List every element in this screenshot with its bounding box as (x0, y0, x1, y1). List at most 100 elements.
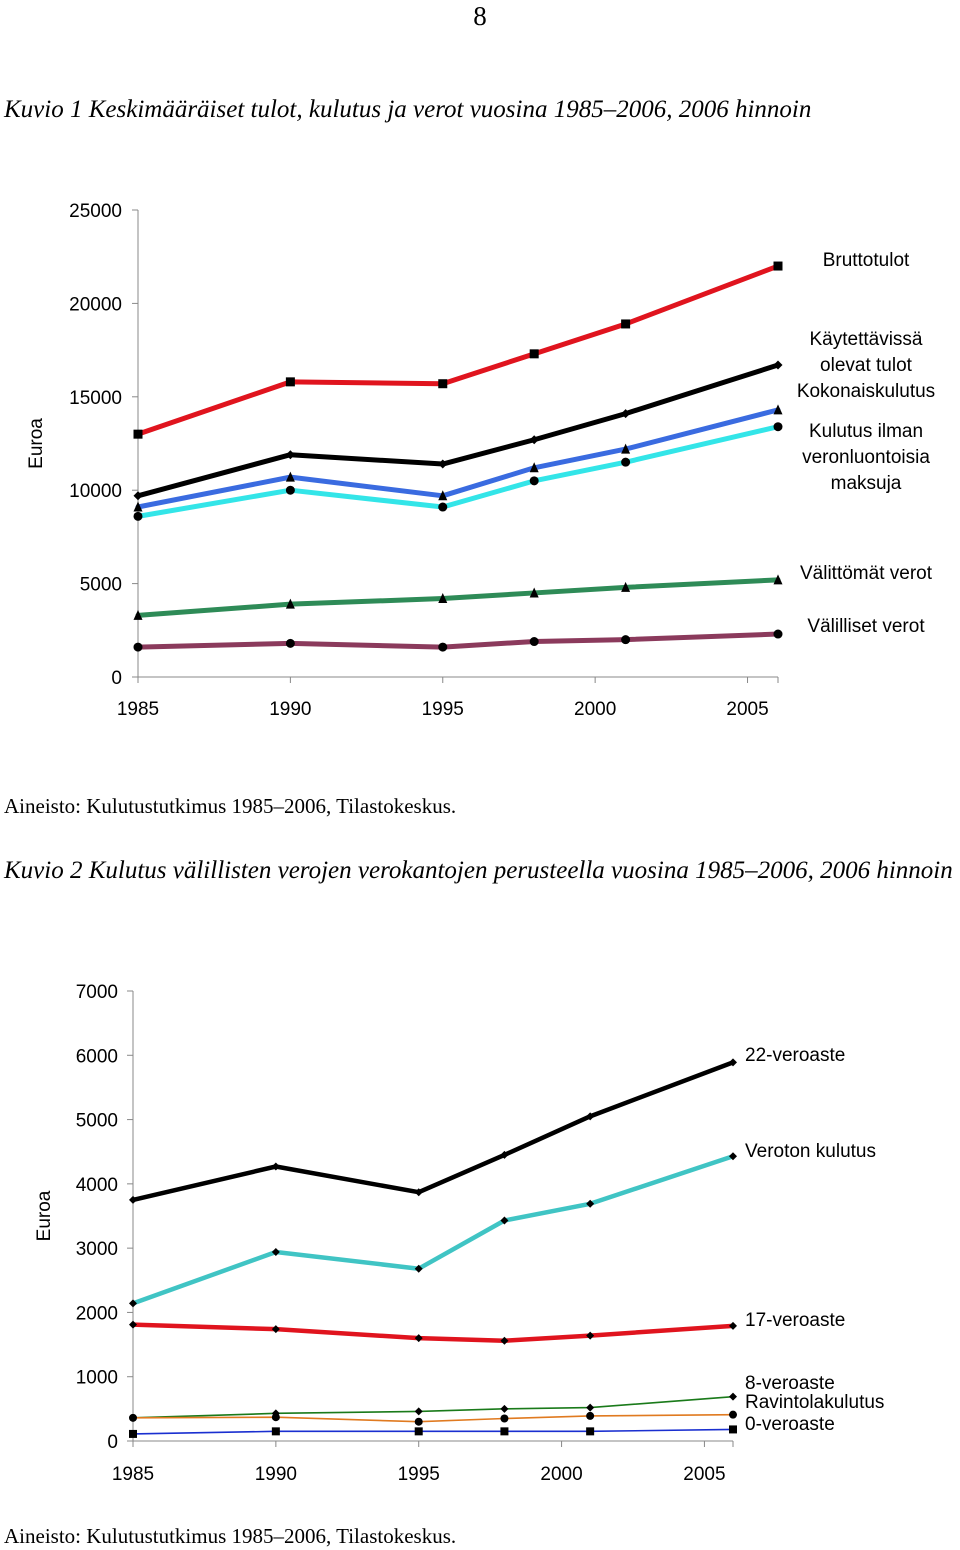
series-line-kaytettavissa-olevat-tulot (135, 362, 781, 499)
y-tick-label: 25000 (69, 201, 122, 222)
data-point-valilliset-verot (529, 637, 539, 647)
data-point-22-veroaste (500, 1150, 509, 1159)
x-tick-label: 1985 (117, 699, 159, 720)
series-label-bruttotulot: Bruttotulot (823, 250, 910, 271)
data-point-bruttotulot (529, 349, 539, 359)
data-point-valittomat-verot (285, 598, 295, 609)
data-point-17-veroaste (500, 1336, 509, 1345)
series-line-0-veroaste (132, 1428, 734, 1435)
data-point-ravintolakulutus (729, 1410, 737, 1419)
x-tick-label: 1995 (422, 699, 464, 720)
series-kaytettavissa-olevat-tulot (133, 360, 783, 501)
data-point-valilliset-verot (773, 629, 783, 639)
data-point-valilliset-verot (621, 635, 631, 645)
series-veroton-kulutus (129, 1152, 737, 1308)
series-ravintolakulutus (129, 1410, 737, 1426)
y-tick-label: 4000 (76, 1175, 118, 1196)
data-point-kaytettavissa-olevat-tulot (621, 409, 631, 419)
data-point-valittomat-verot (133, 609, 143, 620)
data-point-bruttotulot (773, 261, 783, 271)
series-kokonaiskulutus (133, 404, 783, 512)
data-point-0-veroaste (271, 1427, 280, 1436)
data-point-kokonaiskulutus (285, 471, 295, 482)
figure-1-source: Aineisto: Kulutustutkimus 1985–2006, Til… (4, 794, 457, 818)
series-line-22-veroaste (130, 1060, 736, 1203)
series-line-kokonaiskulutus (135, 407, 781, 510)
y-tick-label: 20000 (69, 294, 122, 315)
data-point-kaytettavissa-olevat-tulot (133, 491, 143, 501)
data-point-ravintolakulutus (129, 1413, 137, 1422)
series-label-kulutus-ilman-veronluontoisia-maksuja: maksuja (831, 473, 902, 494)
data-point-kaytettavissa-olevat-tulot (285, 450, 295, 460)
data-point-kokonaiskulutus (133, 501, 143, 512)
series-label-kulutus-ilman-veronluontoisia-maksuja: Kulutus ilman (809, 421, 923, 442)
figure-1-title: Kuvio 1 Keskimääräiset tulot, kulutus ja… (4, 96, 812, 123)
data-point-0-veroaste (129, 1429, 137, 1438)
data-point-kokonaiskulutus (438, 490, 448, 501)
data-point-0-veroaste (414, 1427, 423, 1436)
series-kulutus-ilman-veronluontoisia-maksuja (133, 422, 783, 521)
data-point-0-veroaste (729, 1425, 737, 1434)
figure-2-title: Kuvio 2 Kulutus välillisten verojen vero… (4, 857, 953, 884)
data-point-kaytettavissa-olevat-tulot (773, 360, 783, 370)
data-point-veroton-kulutus (129, 1299, 137, 1308)
data-point-8-veroaste (586, 1403, 595, 1412)
data-point-bruttotulot (438, 379, 448, 389)
data-point-bruttotulot (133, 429, 143, 439)
series-label-kulutus-ilman-veronluontoisia-maksuja: veronluontoisia (802, 447, 930, 468)
data-point-17-veroaste (414, 1334, 423, 1343)
series-line-valittomat-verot (135, 577, 781, 618)
y-tick-label: 0 (111, 668, 122, 689)
series-label-veroton-kulutus: Veroton kulutus (745, 1141, 876, 1162)
series-line-valilliset-verot (135, 631, 781, 650)
series-label-valittomat-verot: Välittömät verot (800, 563, 933, 584)
series-label-kaytettavissa-olevat-tulot: Käytettävissä (810, 329, 923, 350)
x-tick-label: 2000 (540, 1464, 582, 1485)
series-valittomat-verot (133, 574, 783, 620)
y-axis-label: Euroa (26, 418, 47, 469)
data-point-valilliset-verot (285, 638, 295, 648)
data-point-kulutus-ilman-veronluontoisia-maksuja (529, 476, 539, 486)
y-axis-label: Euroa (34, 1190, 55, 1241)
data-point-ravintolakulutus (414, 1417, 423, 1426)
data-point-17-veroaste (271, 1325, 280, 1334)
page-number: 8 (473, 1, 487, 31)
y-tick-label: 10000 (69, 481, 122, 502)
series-label-ravintolakulutus: Ravintolakulutus (745, 1392, 884, 1413)
data-point-17-veroaste (729, 1321, 737, 1330)
data-point-kokonaiskulutus (773, 404, 783, 415)
data-point-veroton-kulutus (271, 1248, 280, 1256)
series-label-0-veroaste: 0-veroaste (745, 1414, 835, 1435)
series-22-veroaste (129, 1058, 737, 1204)
series-0-veroaste (129, 1425, 737, 1438)
y-tick-label: 1000 (76, 1368, 118, 1389)
data-point-22-veroaste (586, 1112, 595, 1121)
series-label-kaytettavissa-olevat-tulot: olevat tulot (820, 355, 913, 376)
data-point-22-veroaste (271, 1162, 280, 1171)
data-point-valittomat-verot (438, 593, 448, 604)
series-bruttotulot (133, 261, 783, 439)
data-point-valilliset-verot (438, 642, 448, 652)
data-point-valittomat-verot (621, 581, 631, 592)
data-point-8-veroaste (729, 1392, 737, 1401)
data-point-8-veroaste (414, 1407, 423, 1416)
data-point-22-veroaste (729, 1058, 737, 1067)
series-label-17-veroaste: 17-veroaste (745, 1310, 845, 1331)
x-tick-label: 1985 (112, 1464, 154, 1485)
data-point-kulutus-ilman-veronluontoisia-maksuja (133, 511, 143, 521)
data-point-kulutus-ilman-veronluontoisia-maksuja (773, 422, 783, 432)
series-line-veroton-kulutus (130, 1153, 736, 1306)
series-8-veroaste (129, 1392, 737, 1422)
y-tick-label: 5000 (80, 575, 122, 596)
series-label-22-veroaste: 22-veroaste (745, 1045, 845, 1066)
data-point-bruttotulot (621, 319, 631, 329)
data-point-veroton-kulutus (500, 1216, 509, 1225)
y-tick-label: 7000 (76, 982, 118, 1003)
data-point-17-veroaste (586, 1331, 595, 1340)
series-line-8-veroaste (132, 1395, 734, 1419)
figure-2-source: Aineisto: Kulutustutkimus 1985–2006, Til… (4, 1524, 457, 1548)
series-line-ravintolakulutus (132, 1413, 734, 1423)
data-point-kulutus-ilman-veronluontoisia-maksuja (621, 457, 631, 467)
series-valilliset-verot (133, 629, 783, 652)
data-point-kokonaiskulutus (621, 443, 631, 454)
